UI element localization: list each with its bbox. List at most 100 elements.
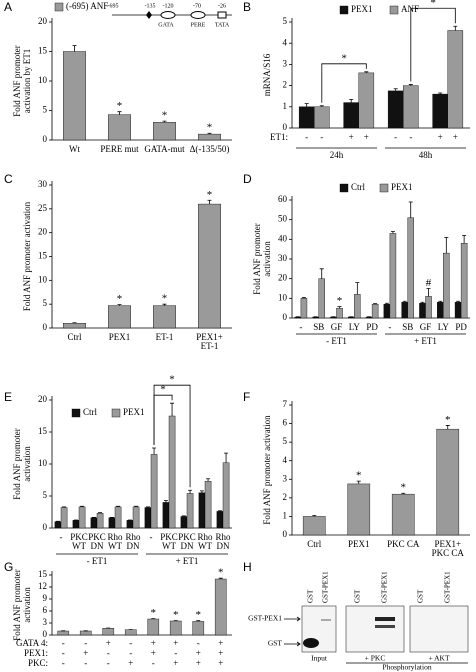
error-bar [163,500,168,503]
position-label: -26 [218,3,226,9]
bar [169,620,182,636]
error-bar [218,577,223,579]
row-value: - [62,648,65,658]
y-tick-label: 5 [43,298,48,308]
legend-swatch [339,183,349,193]
y-tick-label: 6 [43,605,48,615]
y-tick-label: 0 [43,522,48,532]
bar [391,493,415,536]
row-value: - [84,638,87,648]
y-tick-label: 20 [38,16,48,26]
y-tick-label: 0 [43,322,48,332]
x-tick-label: PD [366,322,378,332]
y-tick-label: 1 [283,510,288,520]
lane-label: GST [307,589,315,603]
significance-mark: * [341,52,347,64]
significance-mark: * [196,609,202,621]
y-tick-label: 20 [38,227,48,237]
bar [63,51,86,141]
bar [153,305,176,329]
error-bar [456,300,461,303]
error-bar [207,199,212,205]
band-arrow [284,616,301,622]
row-value: + [151,638,156,648]
blot-panel [409,605,469,653]
x-tick-label: PERE mut [100,144,139,154]
x-tick-label: GATA-mut [144,144,185,154]
x-tick-label: SB [313,322,324,332]
bar [198,133,221,141]
bar [192,621,205,636]
bar [216,511,224,529]
panel-letter: B [243,0,251,14]
error-bar [393,88,398,91]
x-tick-label: PEX1+ [434,539,461,549]
legend-swatch [54,2,64,12]
row-value: - [107,658,110,668]
bar [150,454,158,529]
bar [153,122,176,141]
y-tick-label: 0 [283,529,288,539]
row-label: PEX1: [24,648,48,658]
promoter-site [146,11,152,19]
legend-label: Ctrl [83,407,98,417]
bar [354,294,361,319]
bar [198,492,206,529]
x-tick-label: + [438,132,443,142]
error-bar [304,103,309,107]
blot-panel [345,605,405,653]
panel-letter: D [243,172,252,186]
promoter-site [190,11,206,19]
panel-label: Input [311,654,328,663]
bar [204,481,212,529]
significance-mark: * [117,100,123,112]
error-bar [301,296,306,299]
y-tick-label: 5 [43,105,48,115]
x-tick-label: Wt [69,144,80,154]
significance-mark: * [207,122,213,134]
y-axis-label: Fold ANF promoter [12,428,22,500]
legend-swatch [339,5,349,15]
row-value: + [173,658,178,668]
x-tick-label: - [299,322,302,332]
x-tick-label: WT [72,541,86,551]
error-bar [117,304,122,306]
error-bar [162,303,167,306]
bar [298,106,315,129]
element-label: GATA [158,22,174,28]
y-tick-label: 4 [283,455,288,465]
element-label: PERE [191,22,206,28]
y-tick-label: 0 [283,122,288,132]
significance-mark: * [207,189,213,201]
row-value: - [197,638,200,648]
row-value: - [62,638,65,648]
row-value: + [128,658,133,668]
y-tick-label: 12 [38,581,47,591]
row-value: + [196,658,201,668]
x-tick-label: WT [162,541,176,551]
bar [126,520,134,529]
y-tick-label: 5 [43,490,48,500]
significance-mark: * [356,470,362,482]
y-axis-label: activation [262,241,272,277]
error-bar [445,425,450,430]
x-tick-label: - [394,132,397,142]
legend-swatch [111,408,121,418]
error-bar [199,490,204,493]
band-arrow [284,641,301,647]
row-value: + [83,648,88,658]
y-tick-label: 10 [38,75,48,85]
lane-label: GST-PEX1 [444,571,452,603]
y-tick-label: 4 [283,37,288,47]
y-tick-label: 5 [283,16,288,26]
y-tick-label: 10 [38,458,48,468]
row-value: - [84,658,87,668]
error-bar [408,201,413,218]
bar [401,302,408,319]
y-axis-label: Fold ANF promoter activation [22,201,32,311]
bar [300,298,308,319]
bar [180,516,188,529]
error-bar [438,92,443,95]
bar [222,462,230,529]
footer-label: Phosphorylation [382,663,431,672]
